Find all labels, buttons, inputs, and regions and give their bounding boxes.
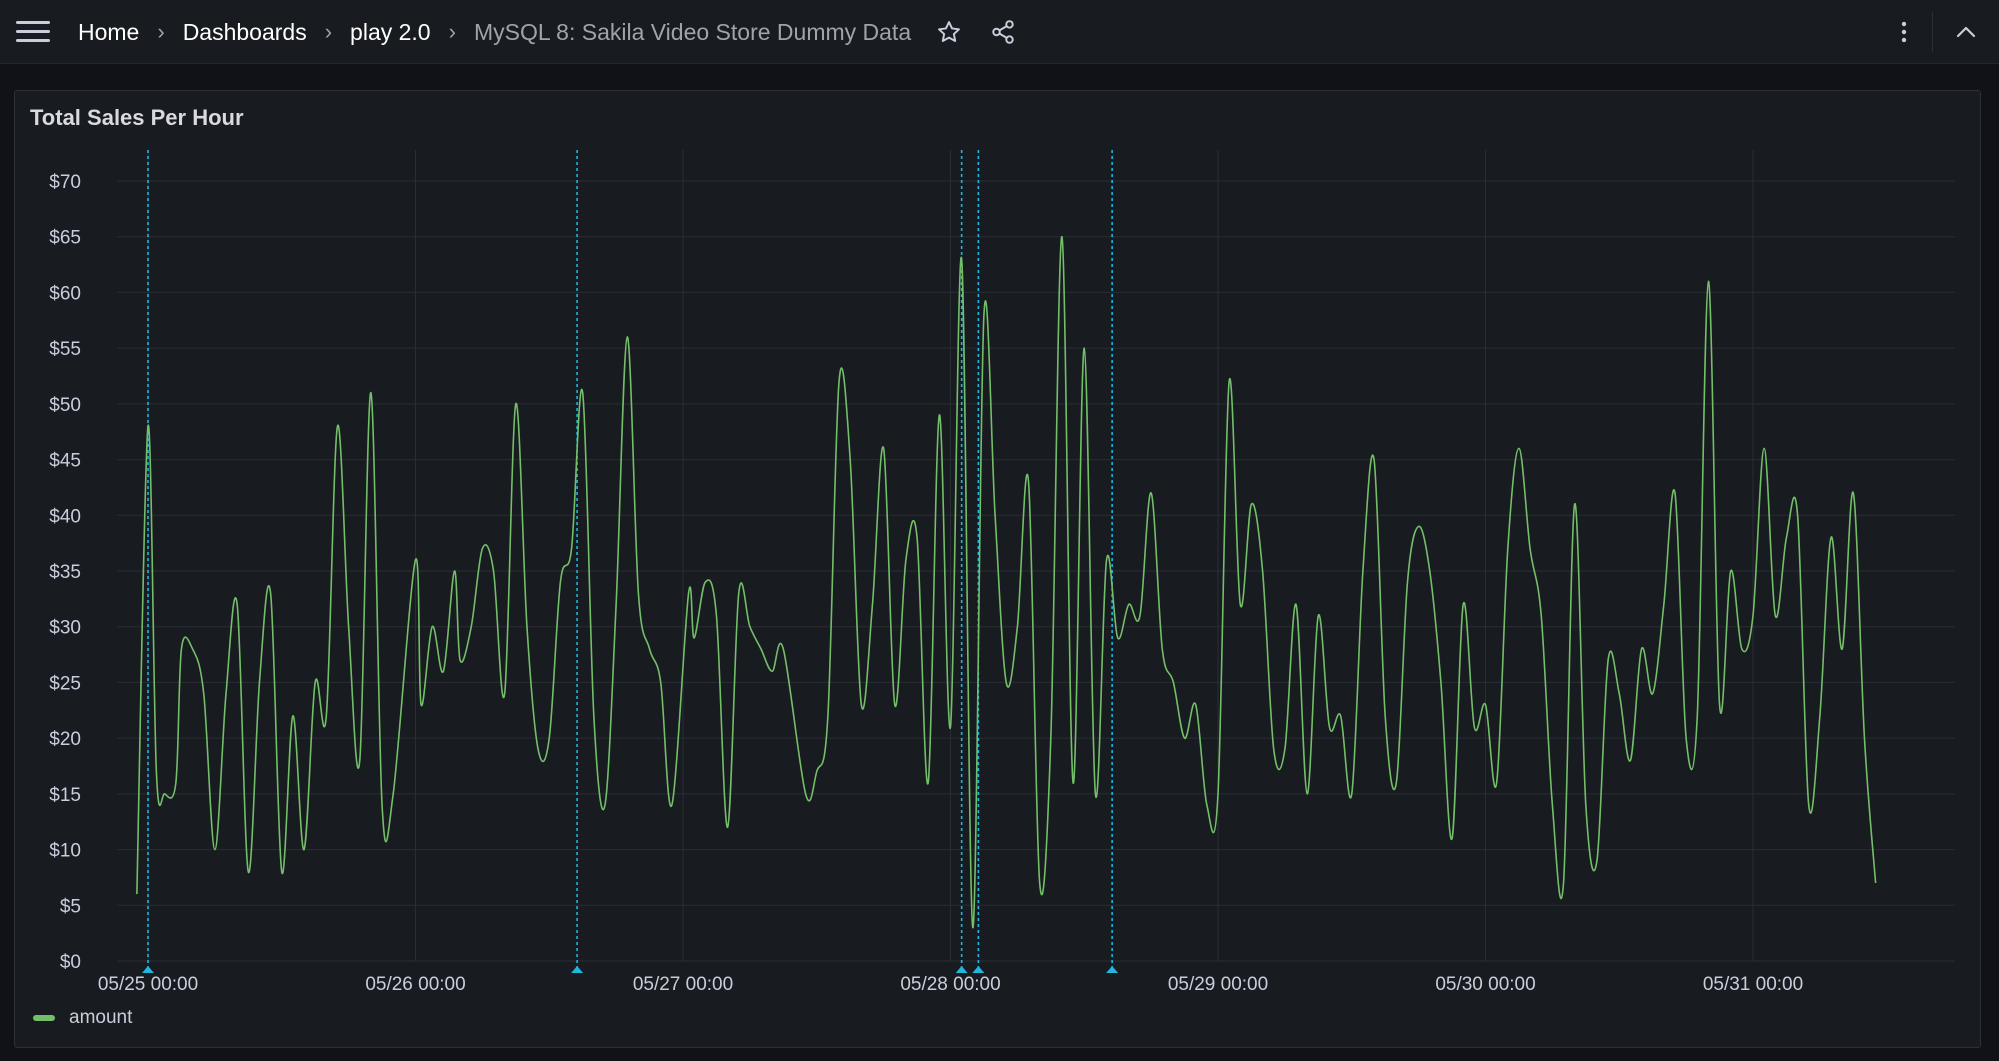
y-tick-label: $55 xyxy=(49,339,81,360)
time-series-panel: Total Sales Per Hour $0 $5 $10 $15 $20 $25 $30… xyxy=(14,90,1981,1048)
hamburger-menu-icon[interactable] xyxy=(16,18,50,46)
annotation-marker-icon xyxy=(1106,966,1119,973)
y-tick-label: $50 xyxy=(49,395,81,416)
annotation-marker-icon xyxy=(972,966,985,973)
annotation-marker-icon xyxy=(955,966,968,973)
y-axis: $0 $5 $10 $15 $20 $25 $30 $35 $40 $45 $50 $55 $60 $65… xyxy=(49,172,81,973)
y-tick-label: $10 xyxy=(49,841,81,862)
chart-grid xyxy=(117,150,1955,962)
annotation-marker-icon xyxy=(571,966,584,973)
y-tick-label: $15 xyxy=(49,785,81,806)
series-line-amount xyxy=(136,235,1877,929)
y-tick-label: $35 xyxy=(49,562,81,583)
breadcrumb-current-dashboard: MySQL 8: Sakila Video Store Dummy Data xyxy=(473,18,912,45)
y-tick-label: $5 xyxy=(60,896,81,917)
x-tick-label: 05/27 00:00 xyxy=(633,974,733,995)
x-tick-label: 05/25 00:00 xyxy=(98,974,198,995)
x-axis: 05/25 00:00 05/26 00:00 05/27 00:00 05/28 0… xyxy=(98,974,1803,995)
breadcrumb-dashboards[interactable]: Dashboards xyxy=(182,18,307,45)
chevron-right-icon: › xyxy=(448,19,456,44)
y-tick-label: $20 xyxy=(49,729,81,750)
breadcrumb-home[interactable]: Home xyxy=(78,18,140,45)
y-tick-label: $40 xyxy=(49,506,81,527)
breadcrumb: Home › Dashboards › play 2.0 › MySQL 8: … xyxy=(78,0,1019,64)
y-tick-label: $60 xyxy=(49,283,81,304)
x-tick-label: 05/26 00:00 xyxy=(365,974,465,995)
y-tick-label: $30 xyxy=(49,618,81,639)
top-navigation-bar: Home › Dashboards › play 2.0 › MySQL 8: … xyxy=(0,0,1999,64)
legend-label: amount xyxy=(69,1007,133,1028)
panel-title: Total Sales Per Hour xyxy=(30,105,244,130)
kebab-menu-icon[interactable] xyxy=(1888,16,1920,48)
y-tick-label: $70 xyxy=(49,172,81,193)
chevron-up-icon[interactable] xyxy=(1950,16,1982,48)
y-tick-label: $0 xyxy=(60,952,81,973)
y-tick-label: $45 xyxy=(49,451,81,472)
x-tick-label: 05/31 00:00 xyxy=(1703,974,1803,995)
x-tick-label: 05/30 00:00 xyxy=(1435,974,1535,995)
chevron-right-icon: › xyxy=(157,19,165,44)
star-icon[interactable] xyxy=(933,16,965,48)
sales-chart[interactable]: $0 $5 $10 $15 $20 $25 $30 $35 $40 $45 $50 $55 $60 $65… xyxy=(15,91,1980,1047)
chevron-right-icon: › xyxy=(324,19,333,44)
toolbar-divider xyxy=(1932,12,1933,52)
annotation-markers xyxy=(142,150,1119,973)
y-tick-label: $25 xyxy=(49,673,81,694)
legend-item-amount[interactable]: amount xyxy=(33,1007,132,1029)
x-tick-label: 05/28 00:00 xyxy=(900,974,1000,995)
y-tick-label: $65 xyxy=(49,228,81,249)
x-tick-label: 05/29 00:00 xyxy=(1168,974,1268,995)
share-icon[interactable] xyxy=(987,16,1019,48)
breadcrumb-folder[interactable]: play 2.0 xyxy=(350,18,431,45)
annotation-marker-icon xyxy=(142,966,154,973)
legend-swatch xyxy=(33,1015,55,1021)
